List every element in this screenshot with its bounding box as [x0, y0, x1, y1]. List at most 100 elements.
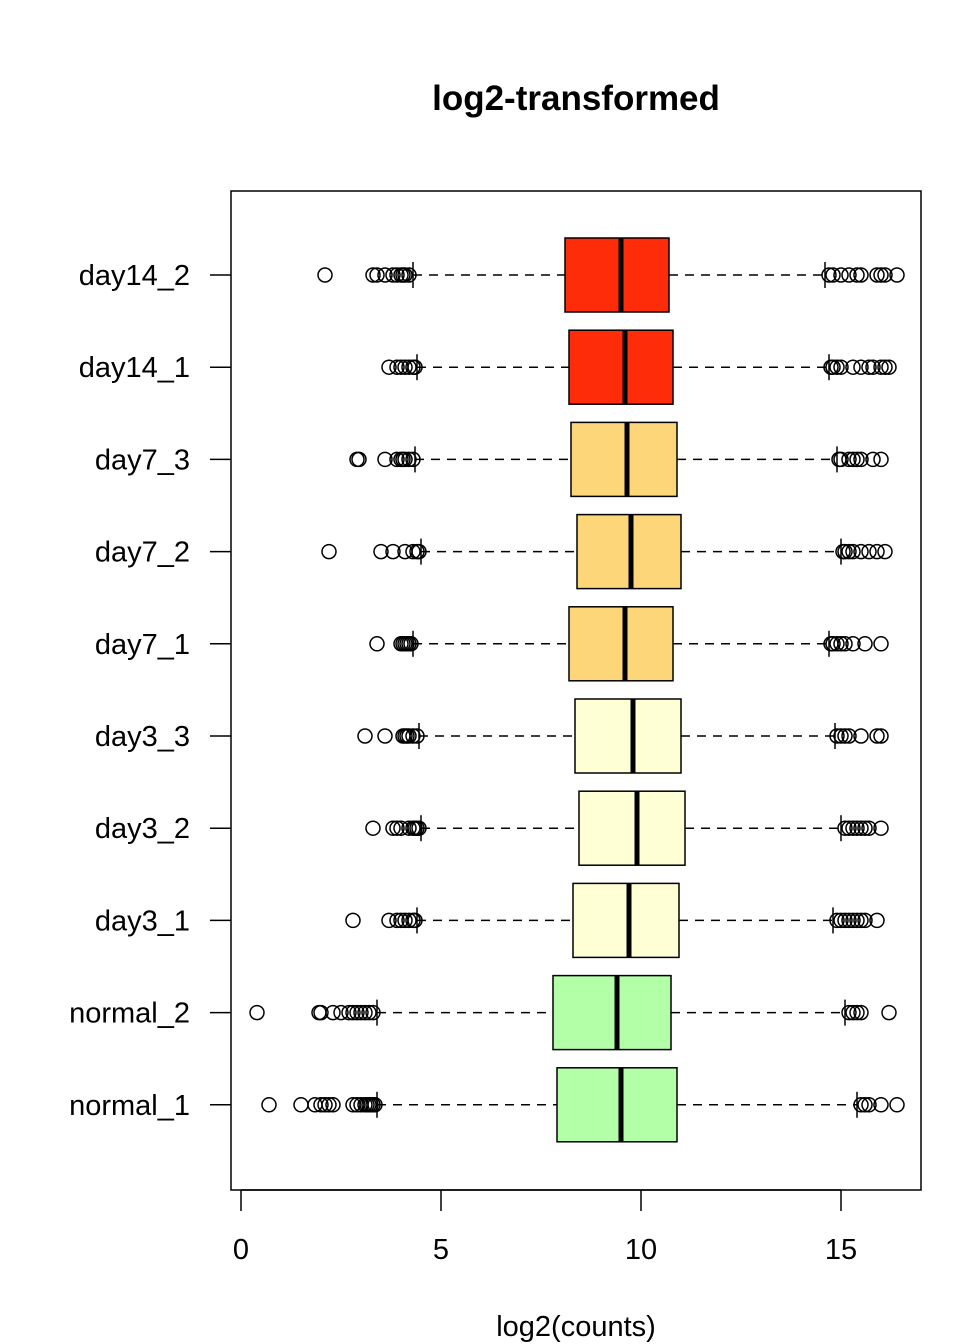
- outlier-point: [841, 1004, 857, 1021]
- outlier-point: [841, 451, 857, 468]
- outlier-point: [333, 1004, 349, 1021]
- y-tick-label: normal_1: [69, 1090, 190, 1122]
- outlier-point: [405, 543, 421, 560]
- x-axis-label: log2(counts): [496, 1311, 656, 1343]
- outlier-point: [845, 543, 861, 560]
- box-normal_1: [261, 1067, 905, 1143]
- outlier-point: [401, 359, 417, 375]
- outlier-point: [869, 543, 885, 560]
- outlier-point: [377, 267, 393, 283]
- outlier-point: [317, 267, 333, 283]
- outlier-point: [857, 912, 873, 929]
- outlier-point: [829, 912, 845, 929]
- outlier-point: [845, 912, 861, 929]
- outlier-point: [889, 267, 905, 283]
- outlier-point: [889, 1097, 905, 1113]
- box-iqr: [578, 790, 686, 866]
- outlier-point: [401, 912, 417, 929]
- outlier-point: [853, 912, 869, 929]
- outlier-point: [821, 267, 837, 283]
- outlier-point: [365, 267, 381, 283]
- outlier-point: [321, 1097, 337, 1113]
- box-iqr: [564, 237, 670, 313]
- outlier-point: [293, 1097, 309, 1113]
- outlier-point: [837, 728, 853, 744]
- y-tick-label: day7_3: [95, 444, 190, 476]
- x-tick-label: 15: [825, 1234, 857, 1266]
- outlier-point: [353, 1004, 369, 1021]
- outlier-point: [357, 1004, 373, 1021]
- outlier-point: [881, 359, 897, 375]
- y-tick-label: day7_2: [95, 537, 190, 569]
- outlier-point: [849, 820, 865, 836]
- outlier-point: [833, 912, 849, 929]
- outlier-point: [869, 912, 885, 929]
- outlier-point: [407, 912, 423, 929]
- outlier-point: [365, 820, 381, 836]
- outlier-point: [829, 359, 845, 375]
- outlier-point: [397, 912, 413, 929]
- y-tick-label: day3_3: [95, 721, 190, 753]
- outlier-point: [389, 912, 405, 929]
- outlier-point: [845, 820, 861, 836]
- outlier-point: [341, 1004, 357, 1021]
- outlier-point: [873, 820, 889, 836]
- outlier-point: [397, 267, 413, 283]
- outlier-point: [351, 451, 367, 468]
- outlier-point: [405, 451, 421, 468]
- outlier-point: [837, 820, 853, 836]
- outlier-point: [861, 543, 877, 560]
- chart-title: log2-transformed: [432, 79, 720, 118]
- outlier-point: [389, 267, 405, 283]
- y-tick-label: normal_2: [69, 998, 190, 1030]
- y-tick-label: day3_2: [95, 813, 190, 845]
- outlier-point: [853, 1097, 869, 1113]
- outlier-point: [829, 728, 845, 744]
- outlier-point: [369, 267, 385, 283]
- outlier-point: [849, 912, 865, 929]
- box-group: [249, 237, 905, 1143]
- outlier-point: [853, 820, 869, 836]
- outlier-point: [313, 1004, 329, 1021]
- outlier-point: [849, 267, 865, 283]
- outlier-point: [845, 1004, 861, 1021]
- outlier-point: [845, 359, 861, 375]
- y-tick-label: day14_1: [79, 352, 190, 384]
- x-axis: 0 5 10 15: [233, 1189, 857, 1266]
- outlier-point: [325, 1097, 341, 1113]
- box-day7_3: [349, 421, 889, 498]
- box-iqr: [568, 606, 674, 682]
- outlier-point: [365, 1004, 381, 1021]
- outlier-point: [857, 820, 873, 836]
- outlier-point: [873, 359, 889, 375]
- outlier-point: [841, 728, 857, 744]
- outlier-point: [877, 267, 893, 283]
- outlier-point: [369, 636, 385, 652]
- outlier-point: [833, 451, 849, 468]
- outlier-point: [389, 820, 405, 836]
- outlier-point: [317, 1097, 333, 1113]
- outlier-point: [861, 1097, 877, 1113]
- outlier-point: [873, 267, 889, 283]
- outlier-point: [873, 728, 889, 744]
- outlier-point: [853, 543, 869, 560]
- outlier-point: [325, 1004, 341, 1021]
- outlier-point: [249, 1004, 265, 1021]
- outlier-point: [849, 1004, 865, 1021]
- outlier-point: [825, 359, 841, 375]
- box-day7_1: [369, 606, 889, 682]
- outlier-point: [377, 451, 393, 468]
- outlier-point: [841, 912, 857, 929]
- outlier-point: [401, 267, 417, 283]
- outlier-point: [849, 451, 865, 468]
- outlier-point: [825, 267, 841, 283]
- outlier-point: [411, 543, 427, 560]
- outlier-point: [397, 451, 413, 468]
- y-tick-label: day14_2: [79, 260, 190, 292]
- outlier-point: [385, 543, 401, 560]
- outlier-point: [385, 820, 401, 836]
- outlier-point: [869, 728, 885, 744]
- outlier-point: [381, 359, 397, 375]
- outlier-point: [873, 1097, 889, 1113]
- outlier-point: [837, 912, 853, 929]
